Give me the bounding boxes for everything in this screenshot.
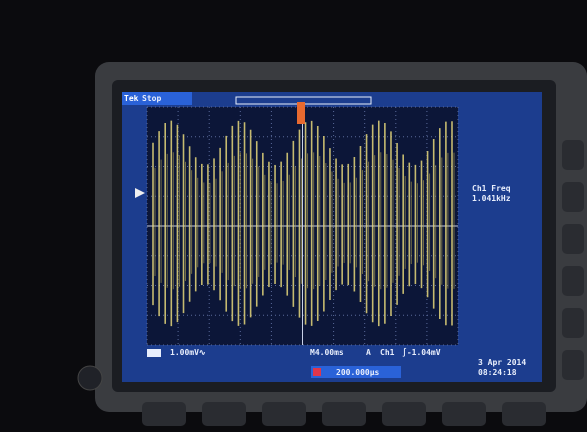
ch1-badge — [147, 349, 161, 357]
bezel-button[interactable] — [502, 402, 546, 426]
trigger-marker — [297, 102, 305, 124]
bezel-button[interactable] — [262, 402, 306, 426]
position-box — [311, 366, 401, 378]
bezel-button[interactable] — [142, 402, 186, 426]
side-button[interactable] — [562, 140, 584, 170]
side-button[interactable] — [562, 182, 584, 212]
measurement-label: Ch1 Freq — [472, 184, 511, 193]
ch1-scale: 1.00mV∿ — [170, 348, 206, 357]
bezel-button[interactable] — [322, 402, 366, 426]
buttons — [142, 140, 584, 426]
side-button[interactable] — [562, 350, 584, 380]
waveform — [152, 120, 455, 327]
side-button[interactable] — [562, 308, 584, 338]
status: Stop — [142, 94, 162, 103]
header-bar — [122, 92, 192, 105]
measurement-value: 1.041kHz — [472, 194, 511, 203]
trigger-source: Ch1 — [380, 348, 395, 357]
bezel-button[interactable] — [382, 402, 426, 426]
brand: Tek — [124, 94, 139, 103]
position-icon — [313, 368, 321, 376]
trigger-level: ∫-1.04mV — [402, 348, 441, 357]
side-button[interactable] — [562, 266, 584, 296]
graticule — [146, 106, 459, 346]
bezel-button[interactable] — [202, 402, 246, 426]
knob[interactable] — [77, 365, 103, 391]
timebase: M4.00ms — [310, 348, 344, 357]
time: 08:24:18 — [478, 368, 517, 377]
horizontal-position: 200.000µs — [336, 368, 380, 377]
bezel-button[interactable] — [442, 402, 486, 426]
trigger-mode: A — [366, 348, 371, 357]
side-button[interactable] — [562, 224, 584, 254]
date: 3 Apr 2014 — [478, 358, 527, 367]
channel-marker — [135, 188, 145, 198]
